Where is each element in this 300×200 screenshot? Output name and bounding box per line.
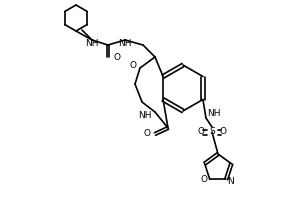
Text: O: O (144, 130, 151, 138)
Text: O: O (113, 52, 120, 62)
Text: O: O (201, 175, 208, 184)
Text: O: O (129, 62, 136, 71)
Text: NH: NH (85, 40, 99, 48)
Text: NH: NH (207, 110, 220, 118)
Text: N: N (227, 177, 234, 186)
Text: NH: NH (139, 110, 152, 119)
Text: O: O (197, 128, 205, 136)
Text: O: O (220, 128, 226, 136)
Text: S: S (209, 128, 215, 136)
Text: NH: NH (118, 40, 132, 48)
